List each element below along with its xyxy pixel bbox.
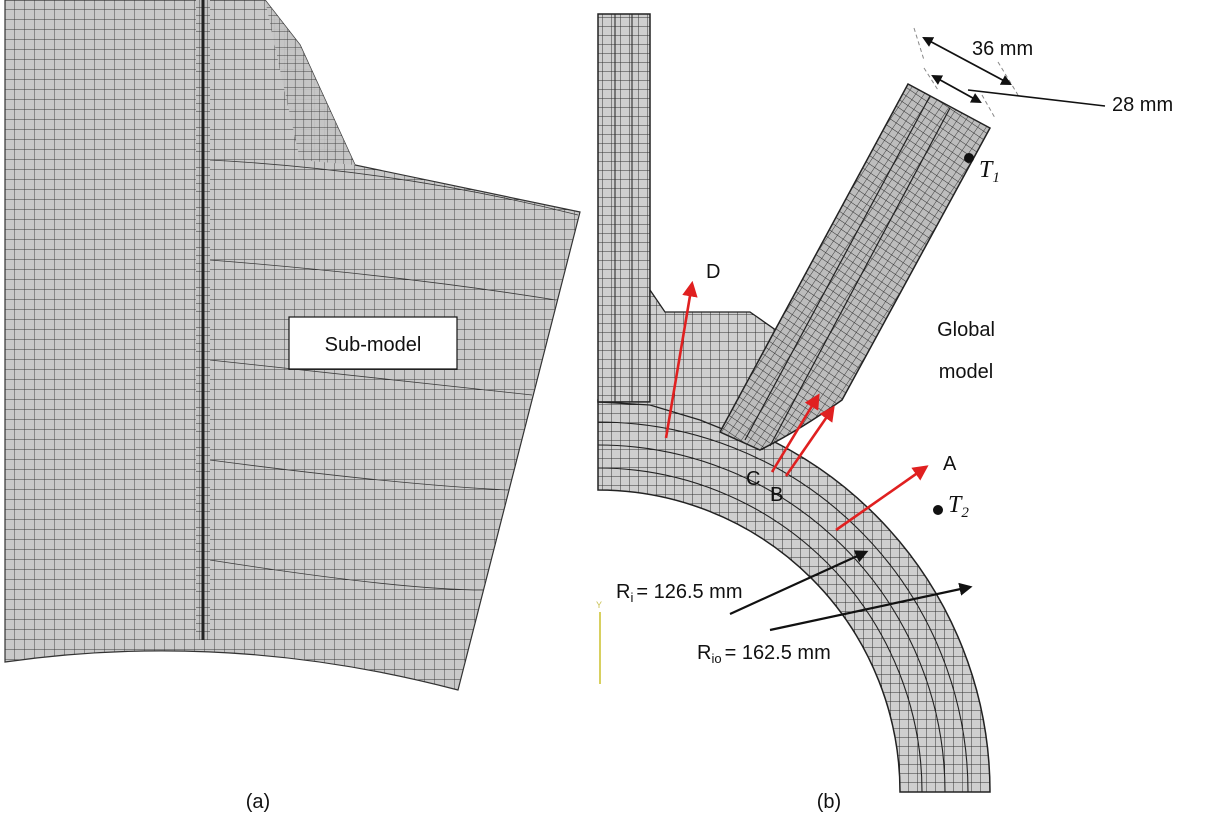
rio-arrow	[769, 582, 973, 632]
path-c-arrow	[770, 393, 820, 473]
t2-label: T2	[948, 492, 969, 521]
t1-label: T1	[979, 157, 1000, 186]
dimension-36mm-arrow	[922, 36, 1012, 86]
sub-model-label-box: Sub-model	[288, 316, 458, 370]
y-axis-indicator: Y	[596, 600, 602, 684]
ri-arrow	[729, 550, 869, 616]
path-label-d: D	[706, 261, 720, 283]
path-b-arrow	[784, 405, 835, 477]
nozzle-dimension-lines	[913, 27, 1106, 119]
dimension-28mm-arrow	[931, 74, 982, 104]
sub-model-label: Sub-model	[325, 334, 422, 356]
path-d-arrow	[664, 280, 698, 439]
dimension-28mm-leader	[967, 89, 1106, 107]
global-model-mesh	[597, 13, 992, 793]
t2-point	[933, 505, 943, 515]
global-model-line2: model	[939, 361, 993, 383]
path-label-a: A	[943, 453, 957, 475]
path-arrows	[664, 280, 929, 532]
ri-label: Ri = 126.5 mm	[616, 581, 743, 605]
dimension-28mm-label: 28 mm	[1112, 94, 1173, 116]
dimension-36mm-label: 36 mm	[972, 38, 1033, 60]
t1-point	[964, 153, 974, 163]
path-label-b: B	[770, 484, 783, 506]
y-axis-label: Y	[596, 600, 602, 610]
path-a-arrow	[835, 465, 929, 532]
rio-label: Rio = 162.5 mm	[697, 642, 831, 666]
caption-b: (b)	[817, 791, 841, 813]
path-label-c: C	[746, 468, 760, 490]
caption-a: (a)	[246, 791, 270, 813]
global-model-line1: Global	[937, 319, 995, 341]
